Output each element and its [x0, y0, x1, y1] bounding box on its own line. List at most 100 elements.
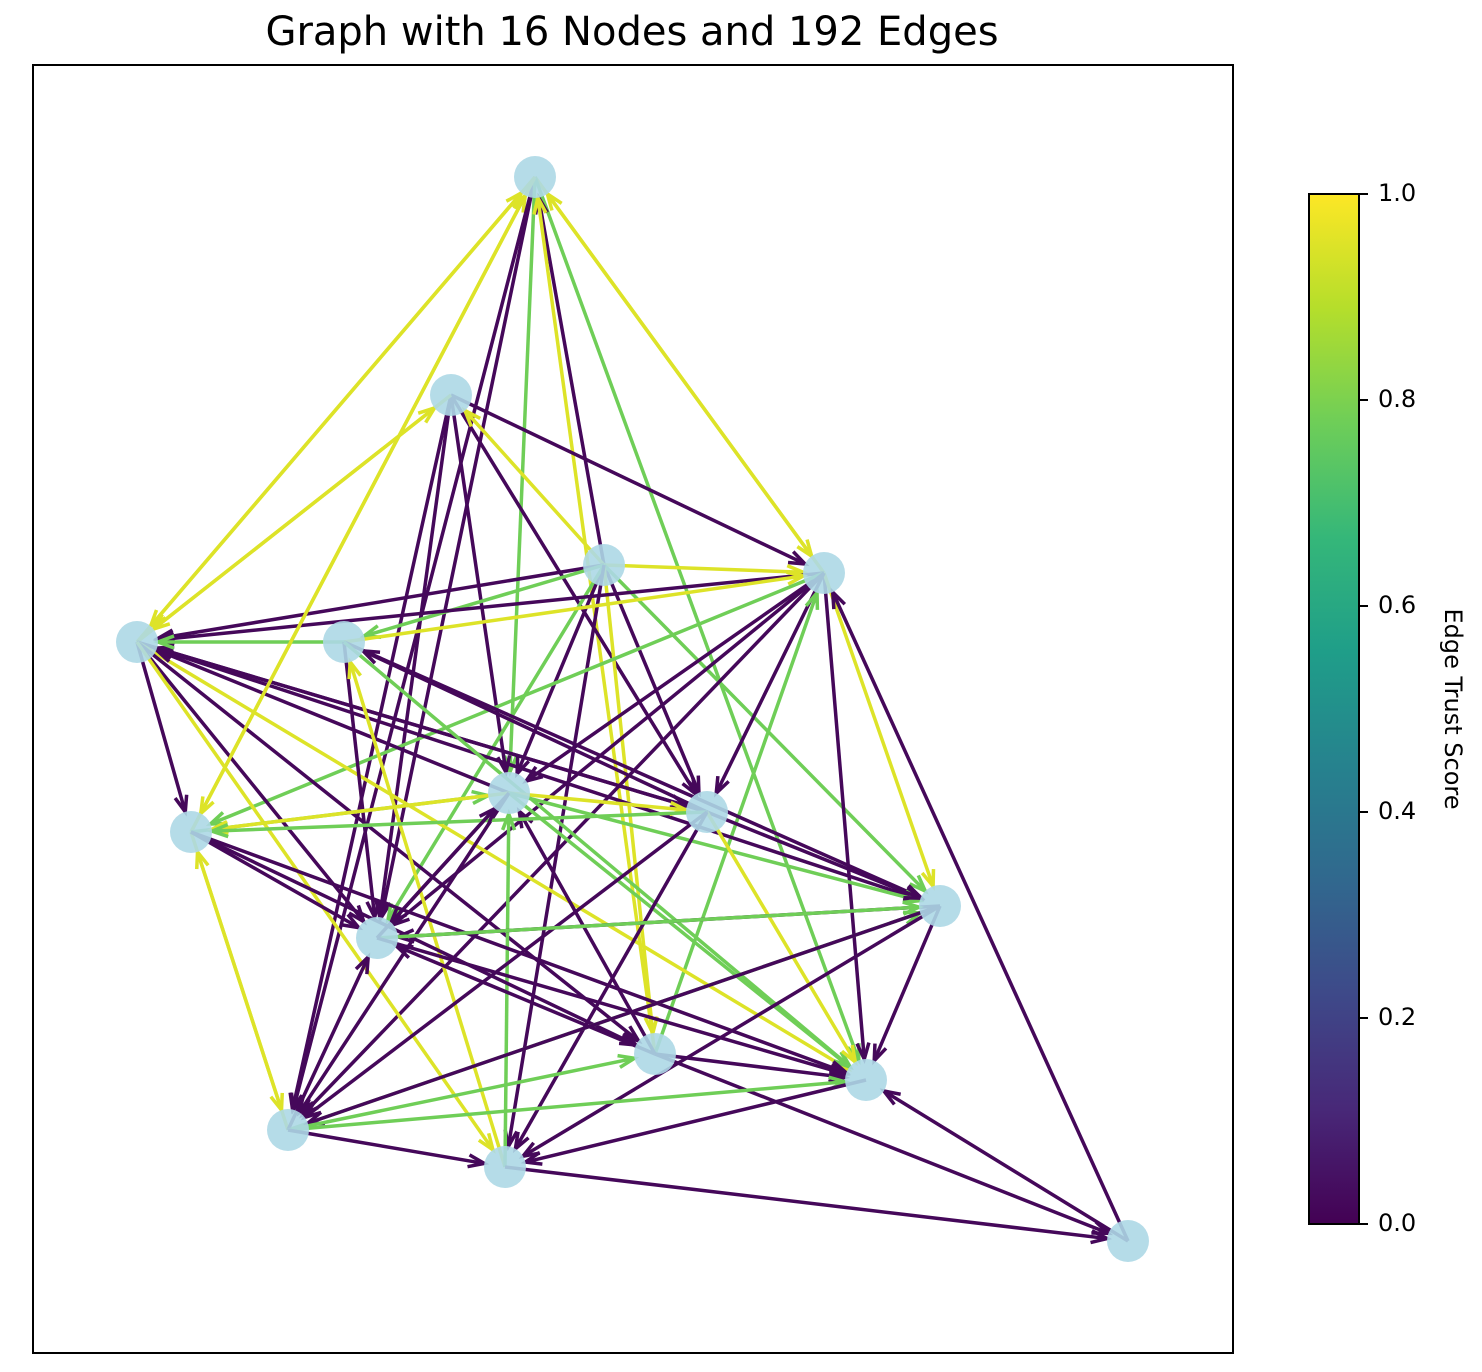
edge-arrowhead: [354, 952, 371, 975]
edge: [306, 810, 709, 1117]
edge: [135, 640, 637, 1040]
edge: [395, 571, 826, 924]
colorbar-tick-label: 0.0: [1378, 1209, 1416, 1237]
plot-frame: [32, 64, 1234, 1354]
edge: [399, 946, 656, 1056]
colorbar-tick-label: 0.4: [1378, 797, 1416, 825]
edge: [602, 564, 655, 1030]
edge-arrowhead: [832, 1051, 854, 1070]
edge: [536, 201, 657, 1055]
edge-arrowhead: [477, 1132, 496, 1154]
node: [488, 772, 530, 814]
edge-arrowhead: [173, 794, 189, 817]
colorbar: [1308, 193, 1360, 1225]
node: [634, 1033, 676, 1075]
edge: [706, 810, 918, 899]
edge: [287, 1128, 481, 1165]
edge: [311, 904, 941, 1124]
edge: [375, 810, 494, 940]
edge: [155, 393, 453, 628]
edge: [508, 791, 917, 902]
edge-arrowhead: [520, 1151, 543, 1166]
node: [803, 552, 845, 594]
edge: [380, 176, 537, 914]
edge: [388, 564, 606, 918]
edge: [135, 641, 186, 809]
edge: [160, 647, 708, 814]
edge: [602, 563, 924, 890]
edge: [507, 564, 606, 1143]
edge: [508, 791, 683, 812]
edge: [537, 201, 606, 566]
edge: [287, 1080, 842, 1132]
node: [356, 917, 398, 959]
edge: [365, 651, 708, 814]
edge: [215, 810, 708, 833]
edge-arrowhead: [365, 900, 381, 923]
edge: [190, 830, 844, 1074]
edge: [286, 959, 369, 1131]
edge: [376, 905, 916, 940]
edge: [367, 563, 605, 637]
edge: [822, 572, 934, 883]
edge: [287, 1057, 631, 1132]
edge: [533, 176, 860, 1058]
node: [170, 811, 212, 853]
edge-arrowhead: [532, 192, 548, 215]
edge: [291, 394, 453, 1106]
edge-arrowhead: [348, 904, 367, 926]
edge-arrowhead: [512, 1131, 530, 1154]
edge: [304, 571, 826, 1114]
edge: [190, 830, 357, 928]
edge: [515, 811, 709, 1147]
edge: [161, 563, 605, 640]
colorbar-tick-label: 0.6: [1378, 591, 1416, 619]
node: [484, 1146, 526, 1188]
edge: [292, 176, 537, 1107]
edge: [716, 572, 826, 791]
edge: [832, 595, 1130, 1242]
edge-arrowhead: [643, 1016, 659, 1039]
edge: [822, 572, 866, 1056]
edge: [215, 791, 510, 831]
edge: [159, 649, 510, 795]
edge: [135, 640, 363, 920]
edge: [886, 1091, 1129, 1243]
edge: [449, 394, 696, 792]
edge-arrowhead: [855, 1042, 871, 1065]
edge: [705, 811, 855, 1060]
edge: [378, 394, 453, 914]
edge: [342, 640, 848, 1066]
edge: [548, 196, 826, 575]
edge: [654, 1052, 1106, 1234]
edge: [135, 194, 521, 644]
edge-arrowhead: [515, 756, 531, 779]
edge: [450, 393, 803, 564]
edge: [376, 936, 843, 1075]
chart-title: Graph with 16 Nodes and 192 Edges: [265, 9, 998, 55]
edge-arrowhead: [617, 1053, 640, 1069]
node: [686, 791, 728, 833]
colorbar-axis: 0.0 0.2 0.4 0.6 0.8 1.0: [1359, 179, 1416, 1237]
edge: [519, 813, 657, 1055]
edge-arrowhead: [787, 550, 810, 567]
edge-arrowhead: [909, 874, 929, 895]
edge: [343, 640, 918, 898]
edges: [135, 175, 1130, 1245]
edge-arrowhead: [341, 913, 364, 931]
node: [267, 1109, 309, 1151]
colorbar-tick-label: 0.8: [1378, 385, 1416, 413]
edge: [135, 640, 493, 1148]
nodes: [116, 156, 1149, 1262]
edge-arrowhead: [902, 900, 925, 916]
edge: [161, 571, 825, 642]
node: [1107, 1220, 1149, 1262]
node: [583, 544, 625, 586]
edge: [525, 904, 941, 1156]
colorbar-label: Edge Trust Score: [1439, 609, 1467, 810]
edge: [874, 905, 942, 1058]
edge-arrowhead: [804, 588, 820, 610]
edge-arrowhead: [198, 796, 215, 818]
edge: [136, 640, 917, 900]
